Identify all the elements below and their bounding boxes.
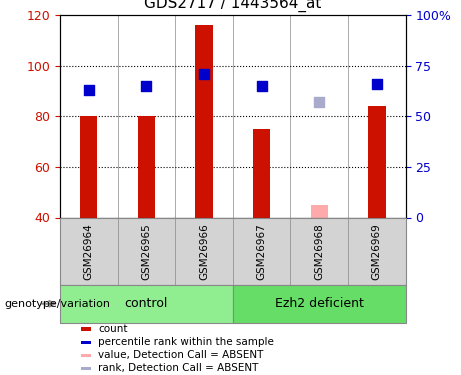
Text: control: control (124, 297, 168, 310)
Bar (81, 340, 91, 344)
Text: GSM26968: GSM26968 (314, 223, 324, 280)
Bar (311, 205, 328, 218)
Bar (81, 327, 91, 331)
Text: GSM26965: GSM26965 (142, 223, 151, 280)
Bar (195, 25, 213, 217)
Bar (138, 116, 155, 218)
Bar (60, 285, 233, 322)
Point (200, 71, 207, 77)
Text: GSM26966: GSM26966 (199, 223, 209, 280)
Bar (80, 116, 97, 218)
Text: percentile rank within the sample: percentile rank within the sample (98, 337, 274, 347)
Bar (81, 354, 91, 357)
Text: GSM26967: GSM26967 (257, 223, 266, 280)
Bar (81, 367, 91, 370)
Point (85, 87, 92, 93)
Point (315, 99, 323, 105)
Text: genotype/variation: genotype/variation (5, 299, 111, 309)
Bar (233, 285, 406, 322)
Text: GSM26964: GSM26964 (84, 223, 94, 280)
Bar (368, 106, 385, 218)
Text: rank, Detection Call = ABSENT: rank, Detection Call = ABSENT (98, 363, 258, 374)
Title: GDS2717 / 1443564_at: GDS2717 / 1443564_at (144, 0, 321, 12)
Point (142, 83, 150, 89)
Text: Ezh2 deficient: Ezh2 deficient (275, 297, 364, 310)
Point (373, 81, 381, 87)
Text: count: count (98, 324, 127, 334)
Text: value, Detection Call = ABSENT: value, Detection Call = ABSENT (98, 350, 263, 360)
Point (258, 83, 266, 89)
Bar (253, 129, 270, 218)
Text: GSM26969: GSM26969 (372, 223, 382, 280)
